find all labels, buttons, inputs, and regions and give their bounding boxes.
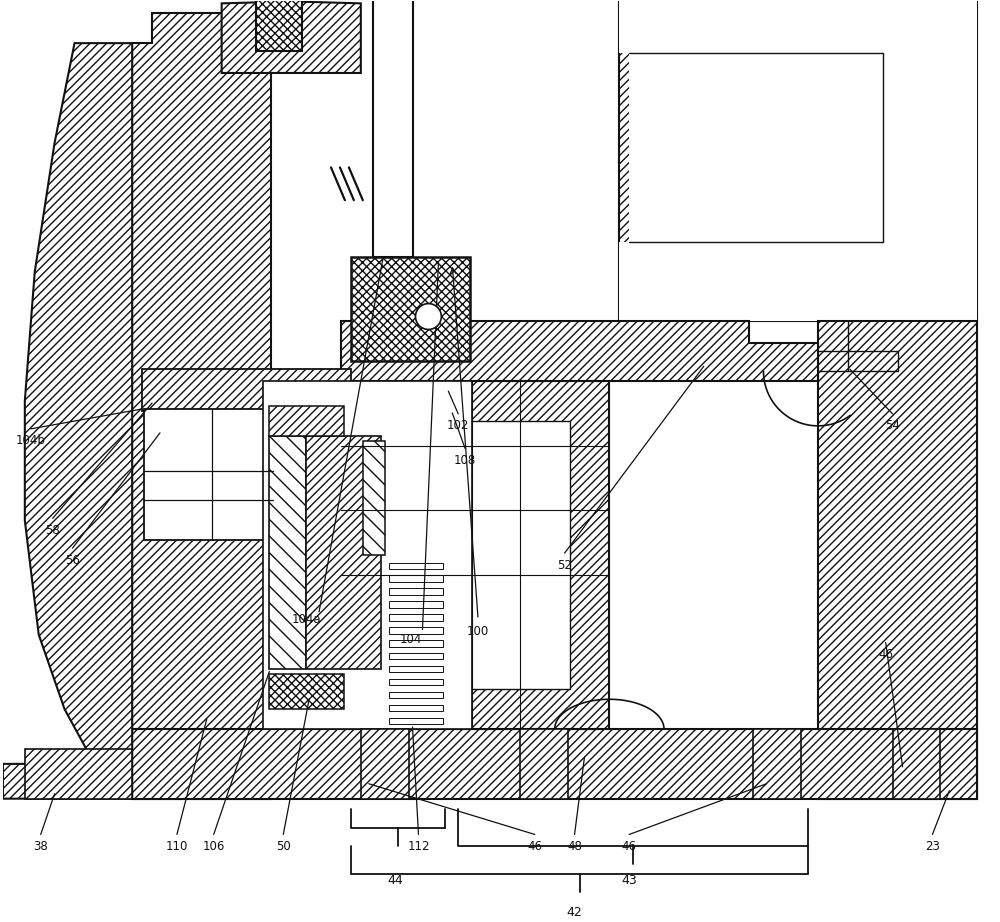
- Bar: [520, 729, 568, 798]
- Bar: [351, 257, 470, 361]
- Bar: [389, 679, 443, 685]
- Text: 108: 108: [454, 455, 476, 467]
- Bar: [389, 614, 443, 621]
- Polygon shape: [222, 2, 361, 73]
- Text: 38: 38: [33, 840, 48, 853]
- Bar: [361, 729, 409, 798]
- Bar: [389, 627, 443, 633]
- Bar: [389, 575, 443, 582]
- Circle shape: [416, 303, 441, 329]
- Text: 46: 46: [527, 840, 542, 853]
- Bar: [256, 0, 302, 51]
- Bar: [389, 601, 443, 608]
- Bar: [389, 640, 443, 646]
- Text: 44: 44: [388, 874, 403, 887]
- Text: 104: 104: [399, 633, 422, 646]
- Bar: [629, 53, 883, 242]
- Bar: [269, 406, 344, 436]
- Text: 42: 42: [567, 906, 582, 919]
- Polygon shape: [341, 381, 609, 729]
- Text: 110: 110: [166, 840, 188, 853]
- Text: 43: 43: [621, 874, 637, 887]
- Text: 50: 50: [276, 840, 291, 853]
- Bar: [389, 562, 443, 569]
- Bar: [381, 421, 570, 690]
- Polygon shape: [132, 13, 271, 798]
- Bar: [389, 692, 443, 698]
- Text: 23: 23: [925, 840, 940, 853]
- Text: 48: 48: [567, 840, 582, 853]
- Bar: [389, 704, 443, 711]
- Bar: [373, 0, 413, 257]
- Bar: [389, 666, 443, 672]
- Polygon shape: [269, 436, 306, 669]
- Text: 54: 54: [885, 420, 900, 432]
- Polygon shape: [306, 436, 381, 669]
- Polygon shape: [619, 2, 977, 322]
- Polygon shape: [341, 322, 818, 381]
- Bar: [389, 717, 443, 724]
- Bar: [893, 729, 940, 798]
- Text: 104b: 104b: [16, 434, 46, 447]
- Text: 56: 56: [65, 553, 80, 567]
- Text: 104a: 104a: [291, 613, 321, 626]
- Text: 112: 112: [407, 840, 430, 853]
- Bar: [269, 674, 344, 709]
- Bar: [389, 588, 443, 595]
- Polygon shape: [3, 43, 132, 798]
- Text: 100: 100: [467, 625, 489, 638]
- Polygon shape: [144, 409, 273, 540]
- Text: 52: 52: [557, 559, 572, 572]
- Bar: [363, 441, 385, 555]
- Polygon shape: [263, 381, 472, 729]
- Text: 46: 46: [878, 648, 893, 661]
- Text: 106: 106: [203, 840, 225, 853]
- Bar: [753, 729, 801, 798]
- Polygon shape: [142, 369, 351, 411]
- Polygon shape: [132, 729, 977, 798]
- Bar: [25, 749, 132, 798]
- Bar: [389, 653, 443, 659]
- Polygon shape: [818, 322, 977, 798]
- Text: 102: 102: [447, 420, 469, 432]
- Polygon shape: [619, 2, 977, 322]
- Text: 46: 46: [622, 840, 637, 853]
- Text: 58: 58: [45, 524, 60, 537]
